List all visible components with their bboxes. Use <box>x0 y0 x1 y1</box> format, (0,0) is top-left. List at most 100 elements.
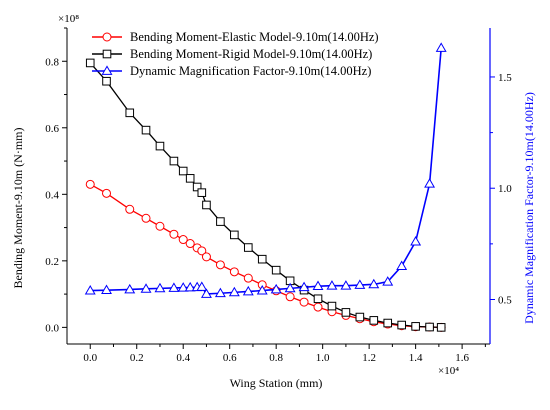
series-3-point <box>340 280 352 290</box>
plot-area: 0.0 0.2 0.4 0.6 0.8 1.0 1.2 1.4 1.6 0.0 0.2 0.4 0.6 0… <box>45 27 512 364</box>
x-tick-label: 0.8 <box>269 352 283 364</box>
series-1-point <box>215 260 225 270</box>
series-2-point <box>197 188 207 197</box>
series-3-point <box>270 283 282 294</box>
series-3-point <box>256 284 268 295</box>
x-tick-label: 0.4 <box>176 352 190 364</box>
legend-label-2: Bending Moment-Rigid Model-9.10m(14.00Hz… <box>130 47 372 61</box>
y-left-tick-label: 0.6 <box>45 123 59 135</box>
series-1-point <box>155 221 165 231</box>
y-left-tick-label: 0.0 <box>45 322 59 334</box>
y-left-tick-label: 0.4 <box>45 189 59 201</box>
series-1-point <box>185 239 195 249</box>
series-3-point <box>382 276 394 286</box>
series-3-point <box>312 280 324 291</box>
x-axis-title: Wing Station (mm) <box>230 376 323 390</box>
series-2-point <box>192 182 202 192</box>
series-2-point <box>243 243 253 252</box>
series-2-point <box>271 265 281 275</box>
x-tick-label: 1.2 <box>362 352 376 364</box>
series-2-point <box>216 217 225 226</box>
series-2-point <box>202 200 211 210</box>
series-2-point <box>257 254 267 264</box>
x-tick-label: 1.6 <box>455 352 469 364</box>
y-left-tick-label: 0.2 <box>45 256 59 268</box>
series-1-point <box>201 252 211 262</box>
series-1-point <box>141 213 151 223</box>
y-left-multiplier: ×10⁸ <box>58 13 79 25</box>
series-2-point <box>397 320 406 330</box>
series-line-1 <box>89 183 442 329</box>
series-2-point <box>313 294 323 304</box>
series-3-point <box>284 282 296 293</box>
series-1-point <box>197 246 207 256</box>
legend-label-3: Dynamic Magnification Factor-9.10m(14.00… <box>130 64 371 78</box>
series-2-point <box>155 141 165 151</box>
series-3-point <box>354 279 366 289</box>
series-1-point <box>299 297 309 307</box>
series-2-point <box>425 322 434 332</box>
series-1-point <box>85 179 95 189</box>
legend-marker-2 <box>102 49 112 59</box>
x-tick-label: 0.2 <box>130 352 144 364</box>
series-3-point <box>140 283 152 293</box>
x-tick-label: 0.0 <box>83 352 97 364</box>
series-line-3 <box>90 47 442 295</box>
x-tick-label: 1.4 <box>409 352 423 364</box>
series-3-point <box>154 282 166 293</box>
series-3-point <box>214 287 226 298</box>
series-3-point <box>124 283 136 294</box>
series-3-point <box>326 280 338 290</box>
series-3-point <box>242 285 254 296</box>
series-2-point <box>327 301 337 311</box>
series-3-point <box>196 281 208 291</box>
series-3-point <box>177 282 189 292</box>
series-3-point <box>84 284 96 295</box>
x-tick-label: 0.6 <box>223 352 237 364</box>
series-2-point <box>369 316 379 325</box>
series-3-point <box>168 282 180 292</box>
y-right-tick-label: 1.5 <box>498 72 512 84</box>
series-3-point <box>435 42 447 52</box>
legend-marker-1 <box>102 32 112 42</box>
series-2-point <box>355 312 365 322</box>
y-right-tick-label: 1.0 <box>498 183 512 195</box>
series-3-point <box>396 260 408 271</box>
y-axis-left-title: Bending Moment-9.10m (N·mm) <box>11 128 25 289</box>
series-1-point <box>285 292 295 302</box>
series-3-point <box>368 278 380 289</box>
series-2-point <box>85 58 95 68</box>
series-3-point <box>424 178 436 188</box>
series-2-point <box>185 174 195 183</box>
y-left-tick-label: 0.8 <box>45 56 59 68</box>
series-2-point <box>169 156 179 166</box>
series-3-point <box>410 236 422 246</box>
series-1-point <box>102 188 112 198</box>
series-3-point <box>228 286 240 297</box>
series-2-point <box>383 318 393 328</box>
series-1-point <box>229 267 239 277</box>
legend-marker-3 <box>101 65 113 75</box>
series-3-point <box>298 281 310 292</box>
series-1-point <box>313 302 323 312</box>
series-2-point <box>178 166 188 176</box>
series-2-point <box>230 230 239 240</box>
series-2-point <box>341 308 351 317</box>
series-2-point <box>102 76 111 86</box>
legend-label-1: Bending Moment-Elastic Model-9.10m(14.00… <box>130 30 379 44</box>
x-tick-label: 1.0 <box>316 352 330 364</box>
series-1-point <box>178 235 188 245</box>
series-1-point <box>243 273 253 283</box>
y-axis-right-title: Dynamic Magnification Factor-9.10m(14.00… <box>522 92 536 324</box>
series-1-point <box>169 229 179 239</box>
series-2-point <box>125 108 135 118</box>
series-3-point <box>184 281 196 292</box>
series-1-point <box>125 204 135 214</box>
series-2-point <box>141 125 151 135</box>
series-line-2 <box>89 62 442 329</box>
y-right-tick-label: 0.5 <box>498 294 512 306</box>
series-3-point <box>200 288 212 298</box>
series-2-point <box>411 322 420 331</box>
x-multiplier: ×10⁴ <box>438 365 459 377</box>
